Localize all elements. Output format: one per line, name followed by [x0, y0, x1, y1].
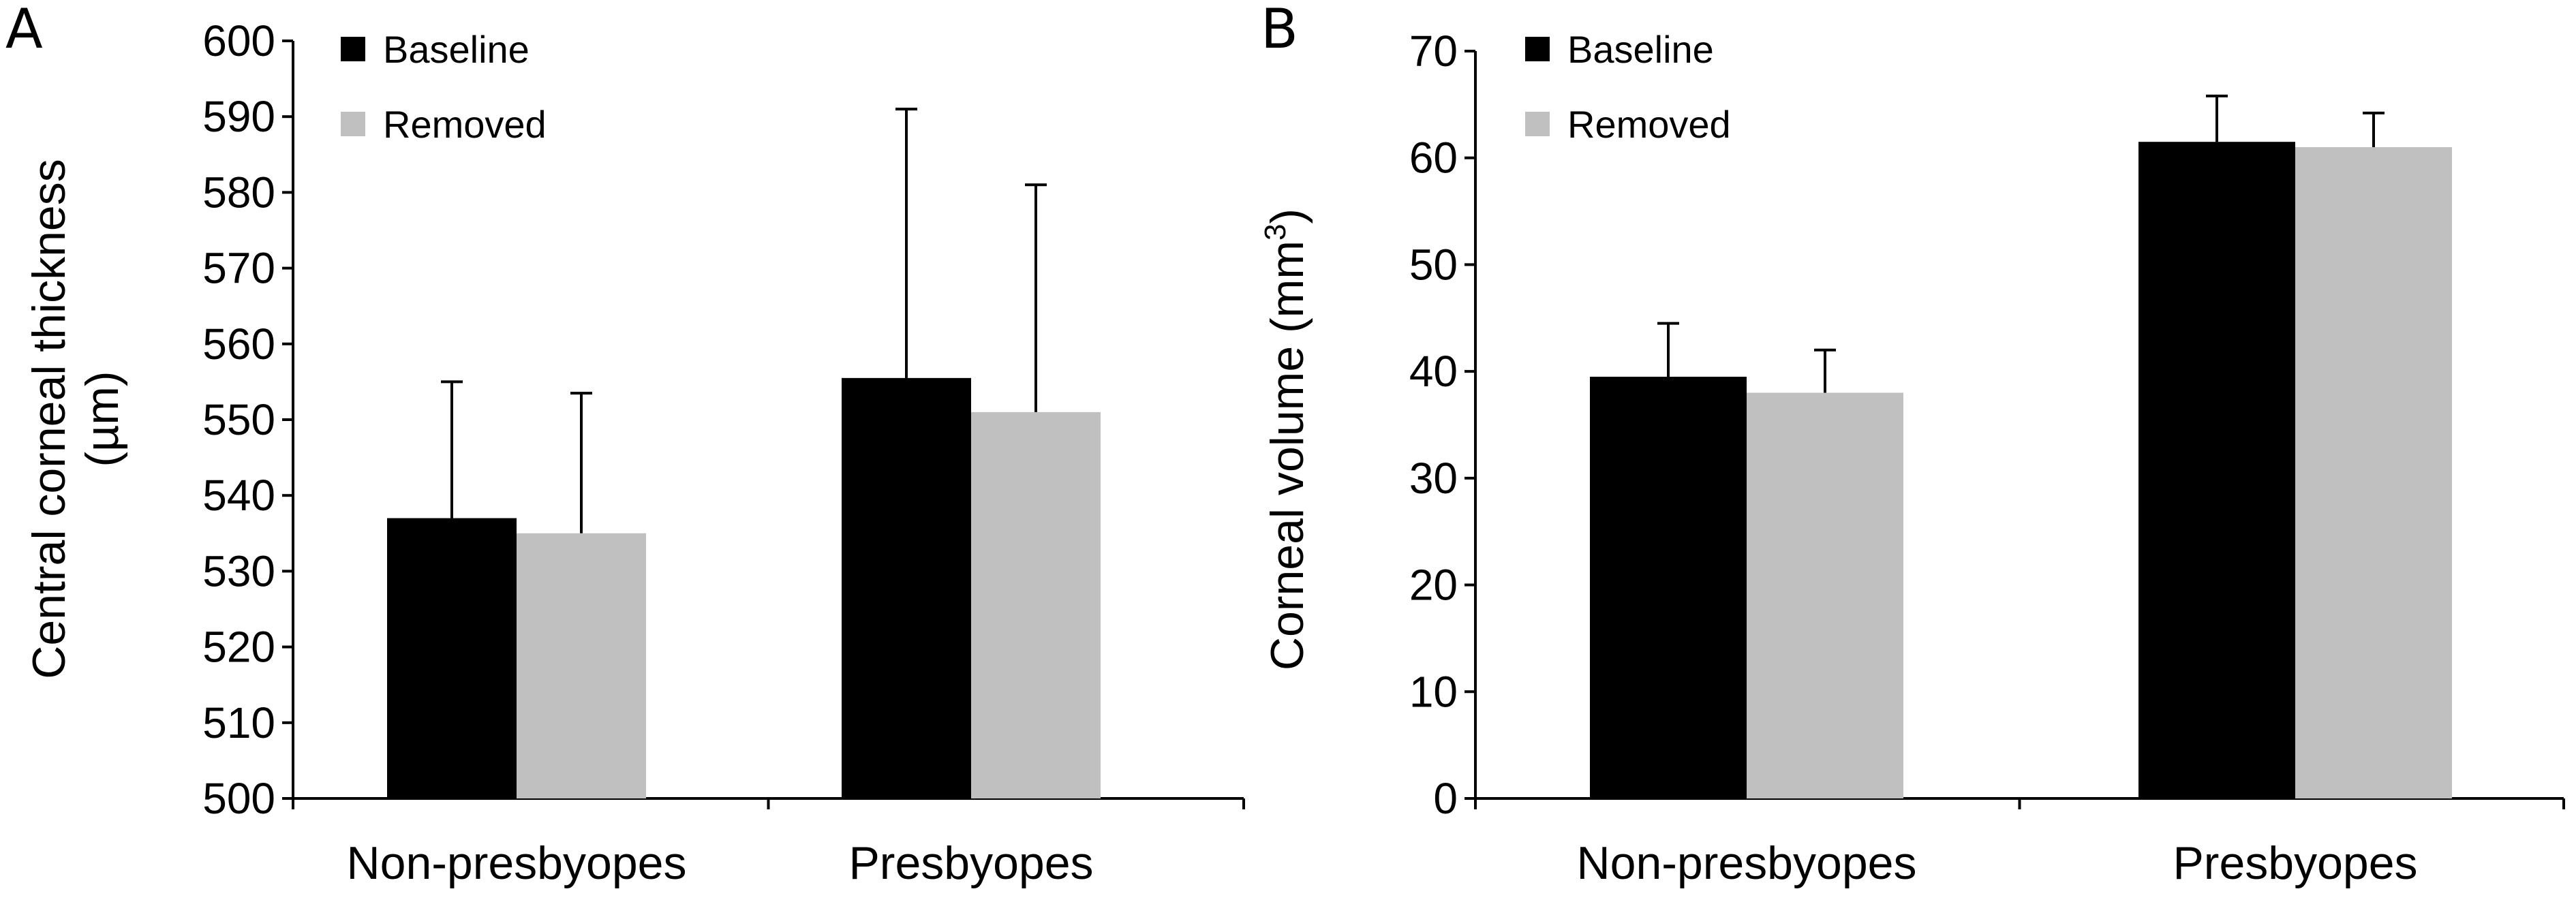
panel-b-y-tick-label: 40	[1409, 347, 1458, 396]
panel-b-ylabel-main: Corneal volume (mm	[1261, 240, 1313, 670]
panel-a-ylabel: Central corneal thickness (µm)	[23, 159, 128, 679]
panel-b-legend-label-baseline: Baseline	[1567, 28, 1714, 71]
panel-a-bar-baseline-0	[387, 518, 517, 798]
panel-a-legend-label-removed: Removed	[383, 103, 547, 146]
panel-a-plot: 500 510 520 530 540 550 560 570 580 590 600 Non-pre…	[202, 16, 1245, 889]
panel-b-y-tick-label: 20	[1409, 561, 1458, 610]
panel-b-bar-baseline-1	[2138, 142, 2295, 798]
panel-a-bar-removed-0	[517, 533, 646, 798]
panel-a-y-tick-label: 560	[202, 320, 275, 369]
panel-a-y-tick-label: 510	[202, 698, 275, 747]
panel-a-ylabel-line2: (µm)	[76, 371, 128, 467]
panel-b-legend-swatch-removed	[1525, 112, 1550, 136]
panel-b-y-tick-label: 10	[1409, 667, 1458, 716]
panel-a-label: A	[5, 0, 43, 61]
panel-b-ylabel-sup: 3	[1259, 224, 1292, 240]
panel-b-y-tick-label: 0	[1433, 774, 1458, 823]
panel-b-category-label: Non-presbyopes	[1577, 837, 1917, 889]
panel-b-ylabel: Corneal volume (mm3)	[1259, 208, 1313, 670]
panel-b-bar-baseline-0	[1590, 376, 1747, 798]
panel-a-bar-removed-1	[971, 411, 1101, 798]
panel-a-category-label: Presbyopes	[848, 837, 1093, 889]
panel-a-category-label: Non-presbyopes	[347, 837, 687, 889]
panel-a-y-tick-label: 600	[202, 16, 275, 65]
panel-b-ylabel-end: )	[1261, 208, 1313, 224]
panel-b-plot: 0 10 20 30 40 50 60 70 Non-presbyopes Presbyopes B…	[1409, 27, 2565, 889]
panel-a-y-tick-label: 540	[202, 471, 275, 520]
panel-a-ylabel-line1: Central corneal thickness	[23, 159, 75, 679]
panel-b-category-label: Presbyopes	[2173, 837, 2417, 889]
panel-b-y-tick-label: 30	[1409, 454, 1458, 503]
panel-b-bar-removed-0	[1747, 392, 1903, 798]
panel-a-y-tick-label: 590	[202, 92, 275, 141]
panel-a-y-tick-label: 550	[202, 395, 275, 444]
panel-a-legend-label-baseline: Baseline	[383, 28, 530, 71]
panel-a-legend-swatch-baseline	[341, 37, 365, 61]
panel-b-bar-removed-1	[2295, 147, 2452, 799]
panel-a-y-tick-label: 520	[202, 623, 275, 672]
panel-a-legend-swatch-removed	[341, 112, 365, 136]
panel-a-y-tick-label: 580	[202, 168, 275, 217]
panel-b-y-tick-label: 60	[1409, 134, 1458, 183]
panel-b-legend-label-removed: Removed	[1567, 103, 1731, 146]
panel-a-y-tick-label: 570	[202, 244, 275, 293]
panel-b-label: B	[1261, 0, 1298, 61]
panel-b-y-tick-label: 70	[1409, 27, 1458, 76]
panel-b-legend-swatch-baseline	[1525, 37, 1550, 61]
panel-a-y-tick-label: 500	[202, 774, 275, 823]
panel-a-y-tick-label: 530	[202, 546, 275, 595]
panel-b-y-tick-label: 50	[1409, 240, 1458, 289]
panel-a-bar-baseline-1	[842, 377, 971, 798]
